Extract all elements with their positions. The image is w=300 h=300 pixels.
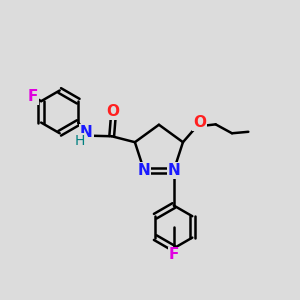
Text: H: H — [74, 134, 85, 148]
Text: N: N — [80, 125, 93, 140]
Text: F: F — [28, 89, 38, 104]
Text: N: N — [138, 163, 150, 178]
Text: O: O — [107, 104, 120, 119]
Text: O: O — [193, 116, 206, 130]
Text: F: F — [169, 248, 179, 262]
Text: N: N — [167, 163, 180, 178]
